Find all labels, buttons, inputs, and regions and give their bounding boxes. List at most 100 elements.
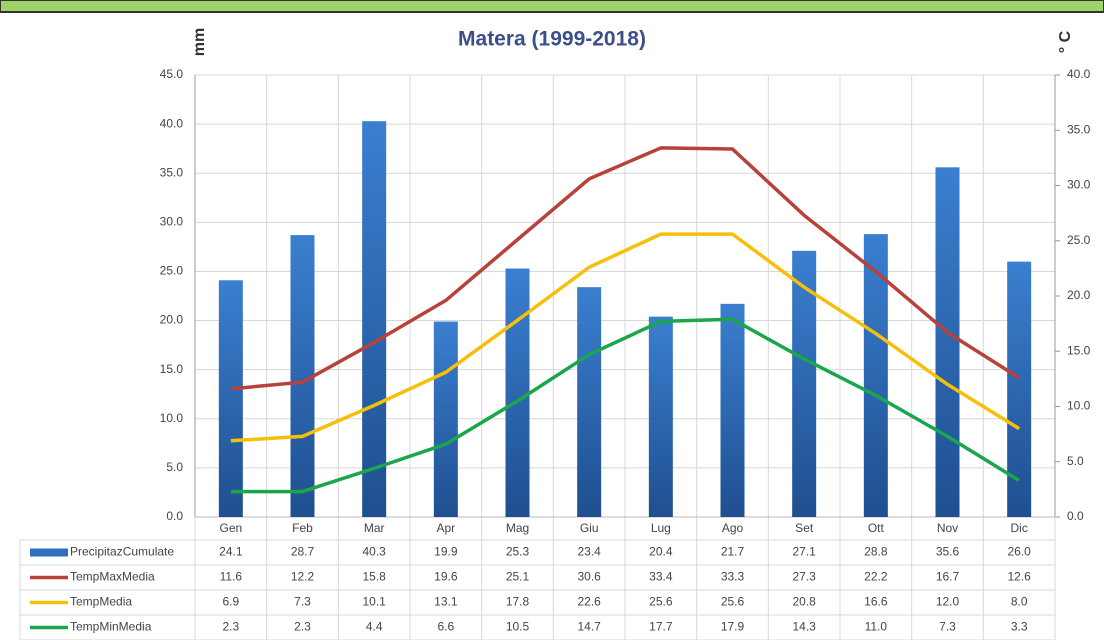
x-tick-label: Ago <box>722 521 744 535</box>
x-tick-label: Gen <box>219 521 242 535</box>
table-value: 21.7 <box>721 545 745 559</box>
bar <box>863 234 888 517</box>
table-value: 25.6 <box>649 595 673 609</box>
table-value: 2.3 <box>294 620 311 634</box>
x-tick-label: Mag <box>506 521 529 535</box>
table-value: 11.6 <box>220 570 243 584</box>
table-value: 14.3 <box>792 620 816 634</box>
table-value: 12.6 <box>1007 570 1031 584</box>
table-value: 25.3 <box>506 545 530 559</box>
table-value: 20.4 <box>649 545 673 559</box>
table-value: 22.6 <box>577 595 601 609</box>
bar <box>648 316 673 517</box>
y-tick-label: 40.0 <box>160 116 184 130</box>
y-tick-label: 35.0 <box>160 165 184 179</box>
x-tick-label: Apr <box>436 521 455 535</box>
table-value: 19.9 <box>434 545 458 559</box>
table-value: 17.8 <box>506 595 530 609</box>
bar <box>433 321 458 517</box>
table-value: 10.1 <box>362 595 386 609</box>
table-value: 23.4 <box>577 545 601 559</box>
table-value: 4.4 <box>366 620 383 634</box>
table-value: 14.7 <box>577 620 601 634</box>
table-value: 3.3 <box>1011 620 1028 634</box>
table-value: 22.2 <box>864 570 888 584</box>
y2-tick-label: 5.0 <box>1067 454 1084 468</box>
x-tick-label: Lug <box>651 521 671 535</box>
table-value: 25.1 <box>506 570 530 584</box>
table-value: 17.7 <box>649 620 673 634</box>
bar <box>935 167 960 517</box>
table-value: 13.1 <box>434 595 458 609</box>
x-tick-label: Giu <box>580 521 599 535</box>
table-value: 16.6 <box>864 595 888 609</box>
table-value: 11.0 <box>865 620 888 634</box>
y2-tick-label: 35.0 <box>1067 122 1091 136</box>
y2-tick-label: 25.0 <box>1067 233 1091 247</box>
table-value: 26.0 <box>1007 545 1031 559</box>
legend-swatch <box>30 548 68 557</box>
x-tick-label: Set <box>795 521 814 535</box>
table-value: 35.6 <box>936 545 960 559</box>
y-tick-label: 30.0 <box>160 215 184 229</box>
table-value: 40.3 <box>362 545 386 559</box>
y2-tick-label: 40.0 <box>1067 67 1091 81</box>
legend-label: TempMaxMedia <box>70 570 155 584</box>
y2-tick-label: 20.0 <box>1067 288 1091 302</box>
y-tick-label: 5.0 <box>166 460 183 474</box>
table-value: 10.5 <box>506 620 530 634</box>
y2-tick-label: 0.0 <box>1067 509 1084 523</box>
table-value: 20.8 <box>792 595 816 609</box>
chart-background <box>4 14 1100 638</box>
table-value: 6.6 <box>437 620 454 634</box>
table-value: 6.9 <box>222 595 239 609</box>
table-value: 17.9 <box>721 620 745 634</box>
line <box>230 146 1021 391</box>
y-axis-label: mm <box>191 28 208 56</box>
table-value: 33.3 <box>721 570 745 584</box>
y-tick-label: 10.0 <box>160 411 184 425</box>
table-value: 28.8 <box>864 545 888 559</box>
y2-axis-label: ° C <box>1057 30 1074 53</box>
legend-label: TempMedia <box>70 595 132 609</box>
table-value: 33.4 <box>649 570 673 584</box>
bar <box>792 250 817 517</box>
table-value: 16.7 <box>936 570 960 584</box>
y-tick-label: 15.0 <box>160 362 184 376</box>
table-value: 28.7 <box>291 545 315 559</box>
y2-tick-label: 10.0 <box>1067 399 1091 413</box>
table-value: 24.1 <box>219 545 243 559</box>
y-tick-label: 45.0 <box>160 67 184 81</box>
line <box>230 317 1021 494</box>
table-value: 27.3 <box>792 570 816 584</box>
table-value: 15.8 <box>362 570 386 584</box>
bar <box>362 121 387 518</box>
table-value: 8.0 <box>1011 595 1028 609</box>
table-value: 2.3 <box>222 620 239 634</box>
y2-tick-label: 30.0 <box>1067 178 1091 192</box>
bar <box>720 303 745 517</box>
top-band <box>0 0 1104 13</box>
table-value: 19.6 <box>434 570 458 584</box>
x-tick-label: Nov <box>937 521 958 535</box>
y2-tick-label: 15.0 <box>1067 343 1091 357</box>
bar <box>505 268 530 517</box>
legend-label: TempMinMedia <box>70 620 152 634</box>
table-value: 30.6 <box>577 570 601 584</box>
table-value: 25.6 <box>721 595 745 609</box>
y-tick-label: 0.0 <box>166 509 183 523</box>
x-tick-label: Feb <box>292 521 313 535</box>
y-tick-label: 25.0 <box>160 264 184 278</box>
table-value: 7.3 <box>294 595 311 609</box>
bar <box>577 287 602 517</box>
table-value: 27.1 <box>792 545 816 559</box>
table-value: 7.3 <box>939 620 956 634</box>
x-tick-label: Ott <box>868 521 885 535</box>
table-value: 12.0 <box>936 595 960 609</box>
table-value: 12.2 <box>291 570 315 584</box>
chart-title: Matera (1999-2018) <box>458 28 646 51</box>
bar <box>218 280 243 517</box>
legend-label: PrecipitazCumulate <box>70 545 174 559</box>
x-tick-label: Dic <box>1010 521 1027 535</box>
